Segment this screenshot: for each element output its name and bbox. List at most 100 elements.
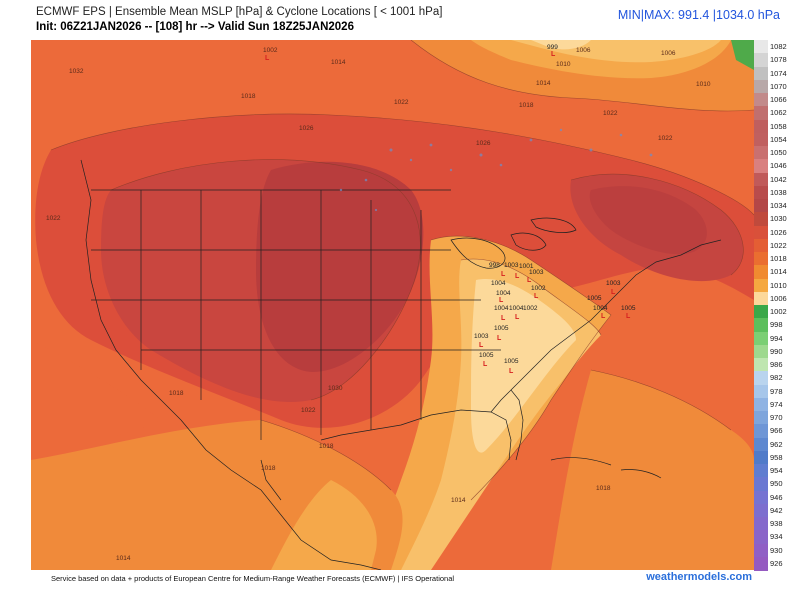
cyclone-pressure: 1003 <box>606 280 621 287</box>
low-symbol: L <box>479 342 484 349</box>
isobar-label: 1014 <box>451 497 466 504</box>
chart-title: ECMWF EPS | Ensemble Mean MSLP [hPa] & C… <box>36 6 443 18</box>
coastlines <box>80 159 722 570</box>
colorbar-tick-label: 974 <box>770 399 783 409</box>
isobar-label: 1018 <box>519 102 534 109</box>
isobar-label: 1022 <box>603 110 618 117</box>
colorbar-tick-label: 962 <box>770 439 783 449</box>
colorbar-tick-label: 1070 <box>770 81 787 91</box>
colorbar-segment <box>754 477 768 491</box>
colorbar-segment <box>754 371 768 385</box>
colorbar-segment <box>754 212 768 226</box>
colorbar-segment <box>754 331 768 346</box>
cyclone-pressure: 1005 <box>479 352 494 359</box>
isobar-lines <box>50 40 754 501</box>
colorbar-tick-label: 982 <box>770 373 783 383</box>
colorbar-tick-label: 970 <box>770 413 783 423</box>
cyclone-pressure: 1003 <box>504 262 519 269</box>
low-symbols: L L L L L L L L L L L L L L L L <box>265 51 631 375</box>
cyclone-pressure: 999 <box>547 44 558 51</box>
isobar-label: 1026 <box>476 140 491 147</box>
colorbar <box>754 40 768 571</box>
colorbar-tick-label: 930 <box>770 545 783 555</box>
colorbar-tick-label: 1062 <box>770 108 787 118</box>
isobar-labels: 1002 1014 1018 1022 1026 1030 1006 1010 … <box>46 47 711 562</box>
colorbar-segment <box>754 556 768 571</box>
low-symbol: L <box>501 315 506 322</box>
cyclone-pressure: 1003 <box>529 269 544 276</box>
data-credit: Service based on data + products of Euro… <box>51 574 455 583</box>
colorbar-segment <box>754 278 768 293</box>
colorbar-segment <box>754 265 768 279</box>
low-symbol: L <box>501 271 506 278</box>
colorbar-tick-label: 934 <box>770 532 783 542</box>
isobar-label: 1006 <box>576 47 591 54</box>
colorbar-segment <box>754 450 768 465</box>
colorbar-segment <box>754 40 768 54</box>
low-symbol: L <box>265 55 270 62</box>
colorbar-segment <box>754 397 768 412</box>
isobar-1006-zone <box>531 40 591 50</box>
colorbar-tick-label: 950 <box>770 479 783 489</box>
high-core-central <box>256 161 424 372</box>
colorbar-segment <box>754 238 768 253</box>
colorbar-segment <box>754 424 768 438</box>
isobar-label: 1030 <box>328 385 343 392</box>
pressure-map: 1002 1014 1018 1022 1026 1030 1006 1010 … <box>31 40 754 570</box>
colorbar-tick-label: 1022 <box>770 240 787 250</box>
cyclone-pressure: 1002 <box>531 285 546 292</box>
isobar-label: 1018 <box>241 93 256 100</box>
colorbar-segment <box>754 318 768 332</box>
colorbar-segment <box>754 79 768 94</box>
low-symbol: L <box>499 297 504 304</box>
isobar-label: 1006 <box>661 50 676 57</box>
trough-1006-zone <box>471 279 576 453</box>
isobar-label: 1010 <box>696 81 711 88</box>
colorbar-tick-label: 966 <box>770 426 783 436</box>
colorbar-segment <box>754 291 768 306</box>
colorbar-tick-label: 926 <box>770 558 783 568</box>
cyclone-pressure: 1002 <box>523 305 538 312</box>
cyclone-pressure: 1005 <box>587 295 602 302</box>
colorbar-tick-label: 1038 <box>770 187 787 197</box>
colorbar-segment <box>754 252 768 266</box>
isobar-label: 1002 <box>263 47 278 54</box>
colorbar-segment <box>754 172 768 187</box>
isobar-label: 1014 <box>331 59 346 66</box>
cyclone-markers: 996 999 998 1003 1001 1003 1004 1004 100… <box>474 44 636 365</box>
colorbar-segment <box>754 66 768 81</box>
min-max-readout: MIN|MAX: 991.4 |1034.0 hPa <box>617 8 780 22</box>
low-symbol: L <box>497 335 502 342</box>
isobar-label: 1014 <box>536 80 551 87</box>
colorbar-tick-label: 1050 <box>770 148 787 158</box>
colorbar-segment <box>754 344 768 359</box>
colorbar-tick-label: 1074 <box>770 68 787 78</box>
isobar-label: 1032 <box>69 68 84 75</box>
cyclone-pressure: 1005 <box>494 325 509 332</box>
colorbar-tick-label: 1018 <box>770 254 787 264</box>
colorbar-segment <box>754 411 768 425</box>
watermark-link[interactable]: weathermodels.com <box>646 571 752 583</box>
colorbar-tick-label: 1042 <box>770 174 787 184</box>
low-symbol: L <box>509 368 514 375</box>
colorbar-tick-label: 1054 <box>770 134 787 144</box>
colorbar-segment <box>754 119 768 134</box>
colorbar-segment <box>754 185 768 200</box>
cyclone-pressure: 1005 <box>504 358 519 365</box>
colorbar-segment <box>754 106 768 120</box>
isobar-label: 1018 <box>596 485 611 492</box>
colorbar-tick-label: 994 <box>770 333 783 343</box>
cyclone-pressure: 1004 <box>509 305 524 312</box>
colorbar-segment <box>754 437 768 452</box>
colorbar-tick-label: 958 <box>770 452 783 462</box>
colorbar-segment <box>754 543 768 558</box>
colorbar-tick-label: 1002 <box>770 307 787 317</box>
cyclone-pressure: 1005 <box>621 305 636 312</box>
isobar-label: 1018 <box>319 443 334 450</box>
colorbar-tick-label: 990 <box>770 346 783 356</box>
colorbar-tick-label: 1034 <box>770 201 787 211</box>
isobar-label: 1018 <box>261 465 276 472</box>
low-symbol: L <box>601 313 606 320</box>
low-symbol: L <box>483 361 488 368</box>
isobar-1022-zone-west <box>31 340 161 450</box>
